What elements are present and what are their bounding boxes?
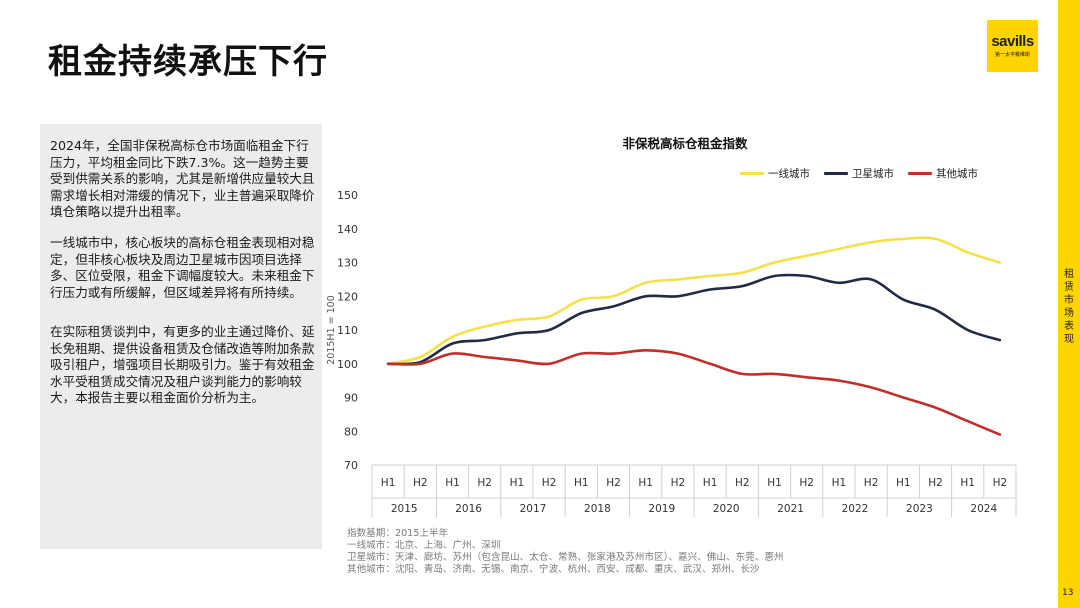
x-tick-label: H1 bbox=[574, 477, 589, 489]
y-tick-label: 110 bbox=[337, 324, 358, 337]
x-tick-label: H1 bbox=[832, 477, 847, 489]
x-year-label: 2015 bbox=[391, 503, 418, 515]
section-side-label: 租赁市场表现 bbox=[1064, 269, 1074, 345]
x-year-label: 2023 bbox=[906, 503, 933, 515]
y-tick-label: 90 bbox=[344, 392, 358, 405]
x-tick-label: H2 bbox=[542, 477, 557, 489]
note-base-period: 指数基期：2015上半年 bbox=[347, 528, 449, 539]
page-title: 租金持续承压下行 bbox=[48, 42, 328, 82]
commentary-panel: 2024年，全国非保税高标仓市场面临租金下行压力，平均租金同比下跌7.3%。这一… bbox=[40, 124, 322, 549]
chart-legend: 一线城市 卫星城市 其他城市 bbox=[740, 166, 992, 181]
series-line-other bbox=[386, 349, 1002, 436]
chart-title: 非保税高标仓租金指数 bbox=[622, 136, 748, 151]
savills-logo: savills 第一太平戴维斯 bbox=[987, 20, 1038, 72]
y-tick-label: 80 bbox=[344, 425, 358, 438]
x-tick-label: H1 bbox=[703, 477, 718, 489]
commentary-paragraph-3: 在实际租赁谈判中，有更多的业主通过降价、延长免租期、提供设备租赁及仓储改造等附加… bbox=[50, 324, 315, 406]
note-satellite-cities: 卫星城市：天津、廊坊、苏州（包含昆山、太仓、常熟、张家港及苏州市区）、嘉兴、佛山… bbox=[347, 552, 784, 563]
note-tier1-cities: 一线城市：北京、上海、广州、深圳 bbox=[347, 540, 501, 551]
y-tick-label: 70 bbox=[344, 459, 358, 472]
x-tick-label: H2 bbox=[993, 477, 1008, 489]
legend-item-satellite: 卫星城市 bbox=[824, 166, 894, 181]
x-year-label: 2021 bbox=[777, 503, 804, 515]
note-other-cities: 其他城市：沈阳、青岛、济南、无锡、南京、宁波、杭州、西安、成都、重庆、武汉、郑州… bbox=[347, 564, 760, 575]
x-tick-label: H1 bbox=[510, 477, 525, 489]
x-year-label: 2017 bbox=[520, 503, 547, 515]
legend-label-tier1: 一线城市 bbox=[768, 168, 810, 180]
legend-label-satellite: 卫星城市 bbox=[852, 168, 894, 180]
x-year-label: 2024 bbox=[970, 503, 997, 515]
x-tick-label: H2 bbox=[606, 477, 621, 489]
x-tick-label: H2 bbox=[671, 477, 686, 489]
x-year-label: 2018 bbox=[584, 503, 611, 515]
y-tick-label: 120 bbox=[337, 290, 358, 303]
chart-notes: 指数基期：2015上半年 一线城市：北京、上海、广州、深圳 卫星城市：天津、廊坊… bbox=[347, 528, 784, 576]
x-tick-label: H2 bbox=[864, 477, 879, 489]
y-axis-label: 2015H1 = 100 bbox=[326, 295, 337, 365]
legend-item-tier1: 一线城市 bbox=[740, 166, 810, 181]
x-year-label: 2020 bbox=[713, 503, 740, 515]
y-tick-label: 100 bbox=[337, 358, 358, 371]
x-year-label: 2019 bbox=[648, 503, 675, 515]
x-year-label: 2022 bbox=[842, 503, 869, 515]
legend-swatch-other bbox=[908, 172, 932, 175]
logo-tagline: 第一太平戴维斯 bbox=[994, 52, 1030, 58]
commentary-paragraph-2: 一线城市中，核心板块的高标仓租金表现相对稳定，但非核心板块及周边卫星城市因项目选… bbox=[50, 235, 315, 300]
x-tick-label: H1 bbox=[638, 477, 653, 489]
x-tick-label: H2 bbox=[799, 477, 814, 489]
x-tick-label: H1 bbox=[381, 477, 396, 489]
x-tick-label: H1 bbox=[445, 477, 460, 489]
x-tick-label: H2 bbox=[928, 477, 943, 489]
x-tick-label: H1 bbox=[767, 477, 782, 489]
x-tick-label: H1 bbox=[896, 477, 911, 489]
x-tick-label: H2 bbox=[477, 477, 492, 489]
x-year-label: 2016 bbox=[455, 503, 482, 515]
logo-brand-text: savills bbox=[991, 33, 1034, 50]
legend-swatch-tier1 bbox=[740, 172, 764, 175]
side-accent-strip bbox=[1058, 0, 1080, 608]
series-line-tier1 bbox=[386, 236, 1002, 366]
y-tick-label: 150 bbox=[337, 189, 358, 202]
y-tick-label: 140 bbox=[337, 223, 358, 236]
commentary-paragraph-1: 2024年，全国非保税高标仓市场面临租金下行压力，平均租金同比下跌7.3%。这一… bbox=[50, 138, 315, 220]
x-tick-label: H2 bbox=[735, 477, 750, 489]
page-number: 13 bbox=[1062, 588, 1074, 598]
legend-swatch-satellite bbox=[824, 172, 848, 175]
series-line-satellite bbox=[386, 273, 1002, 366]
y-tick-label: 130 bbox=[337, 257, 358, 270]
x-tick-label: H2 bbox=[413, 477, 428, 489]
x-tick-label: H1 bbox=[960, 477, 975, 489]
legend-item-other: 其他城市 bbox=[908, 166, 978, 181]
legend-label-other: 其他城市 bbox=[936, 168, 978, 180]
